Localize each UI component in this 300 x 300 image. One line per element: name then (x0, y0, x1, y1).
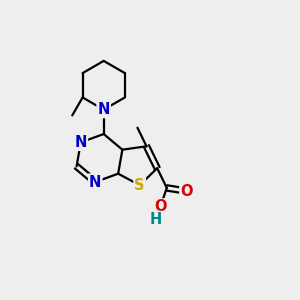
Text: N: N (98, 102, 110, 117)
Text: N: N (75, 135, 87, 150)
Text: O: O (154, 199, 167, 214)
Text: S: S (134, 178, 145, 193)
Text: O: O (180, 184, 193, 199)
Text: H: H (150, 212, 162, 227)
Text: N: N (89, 175, 101, 190)
